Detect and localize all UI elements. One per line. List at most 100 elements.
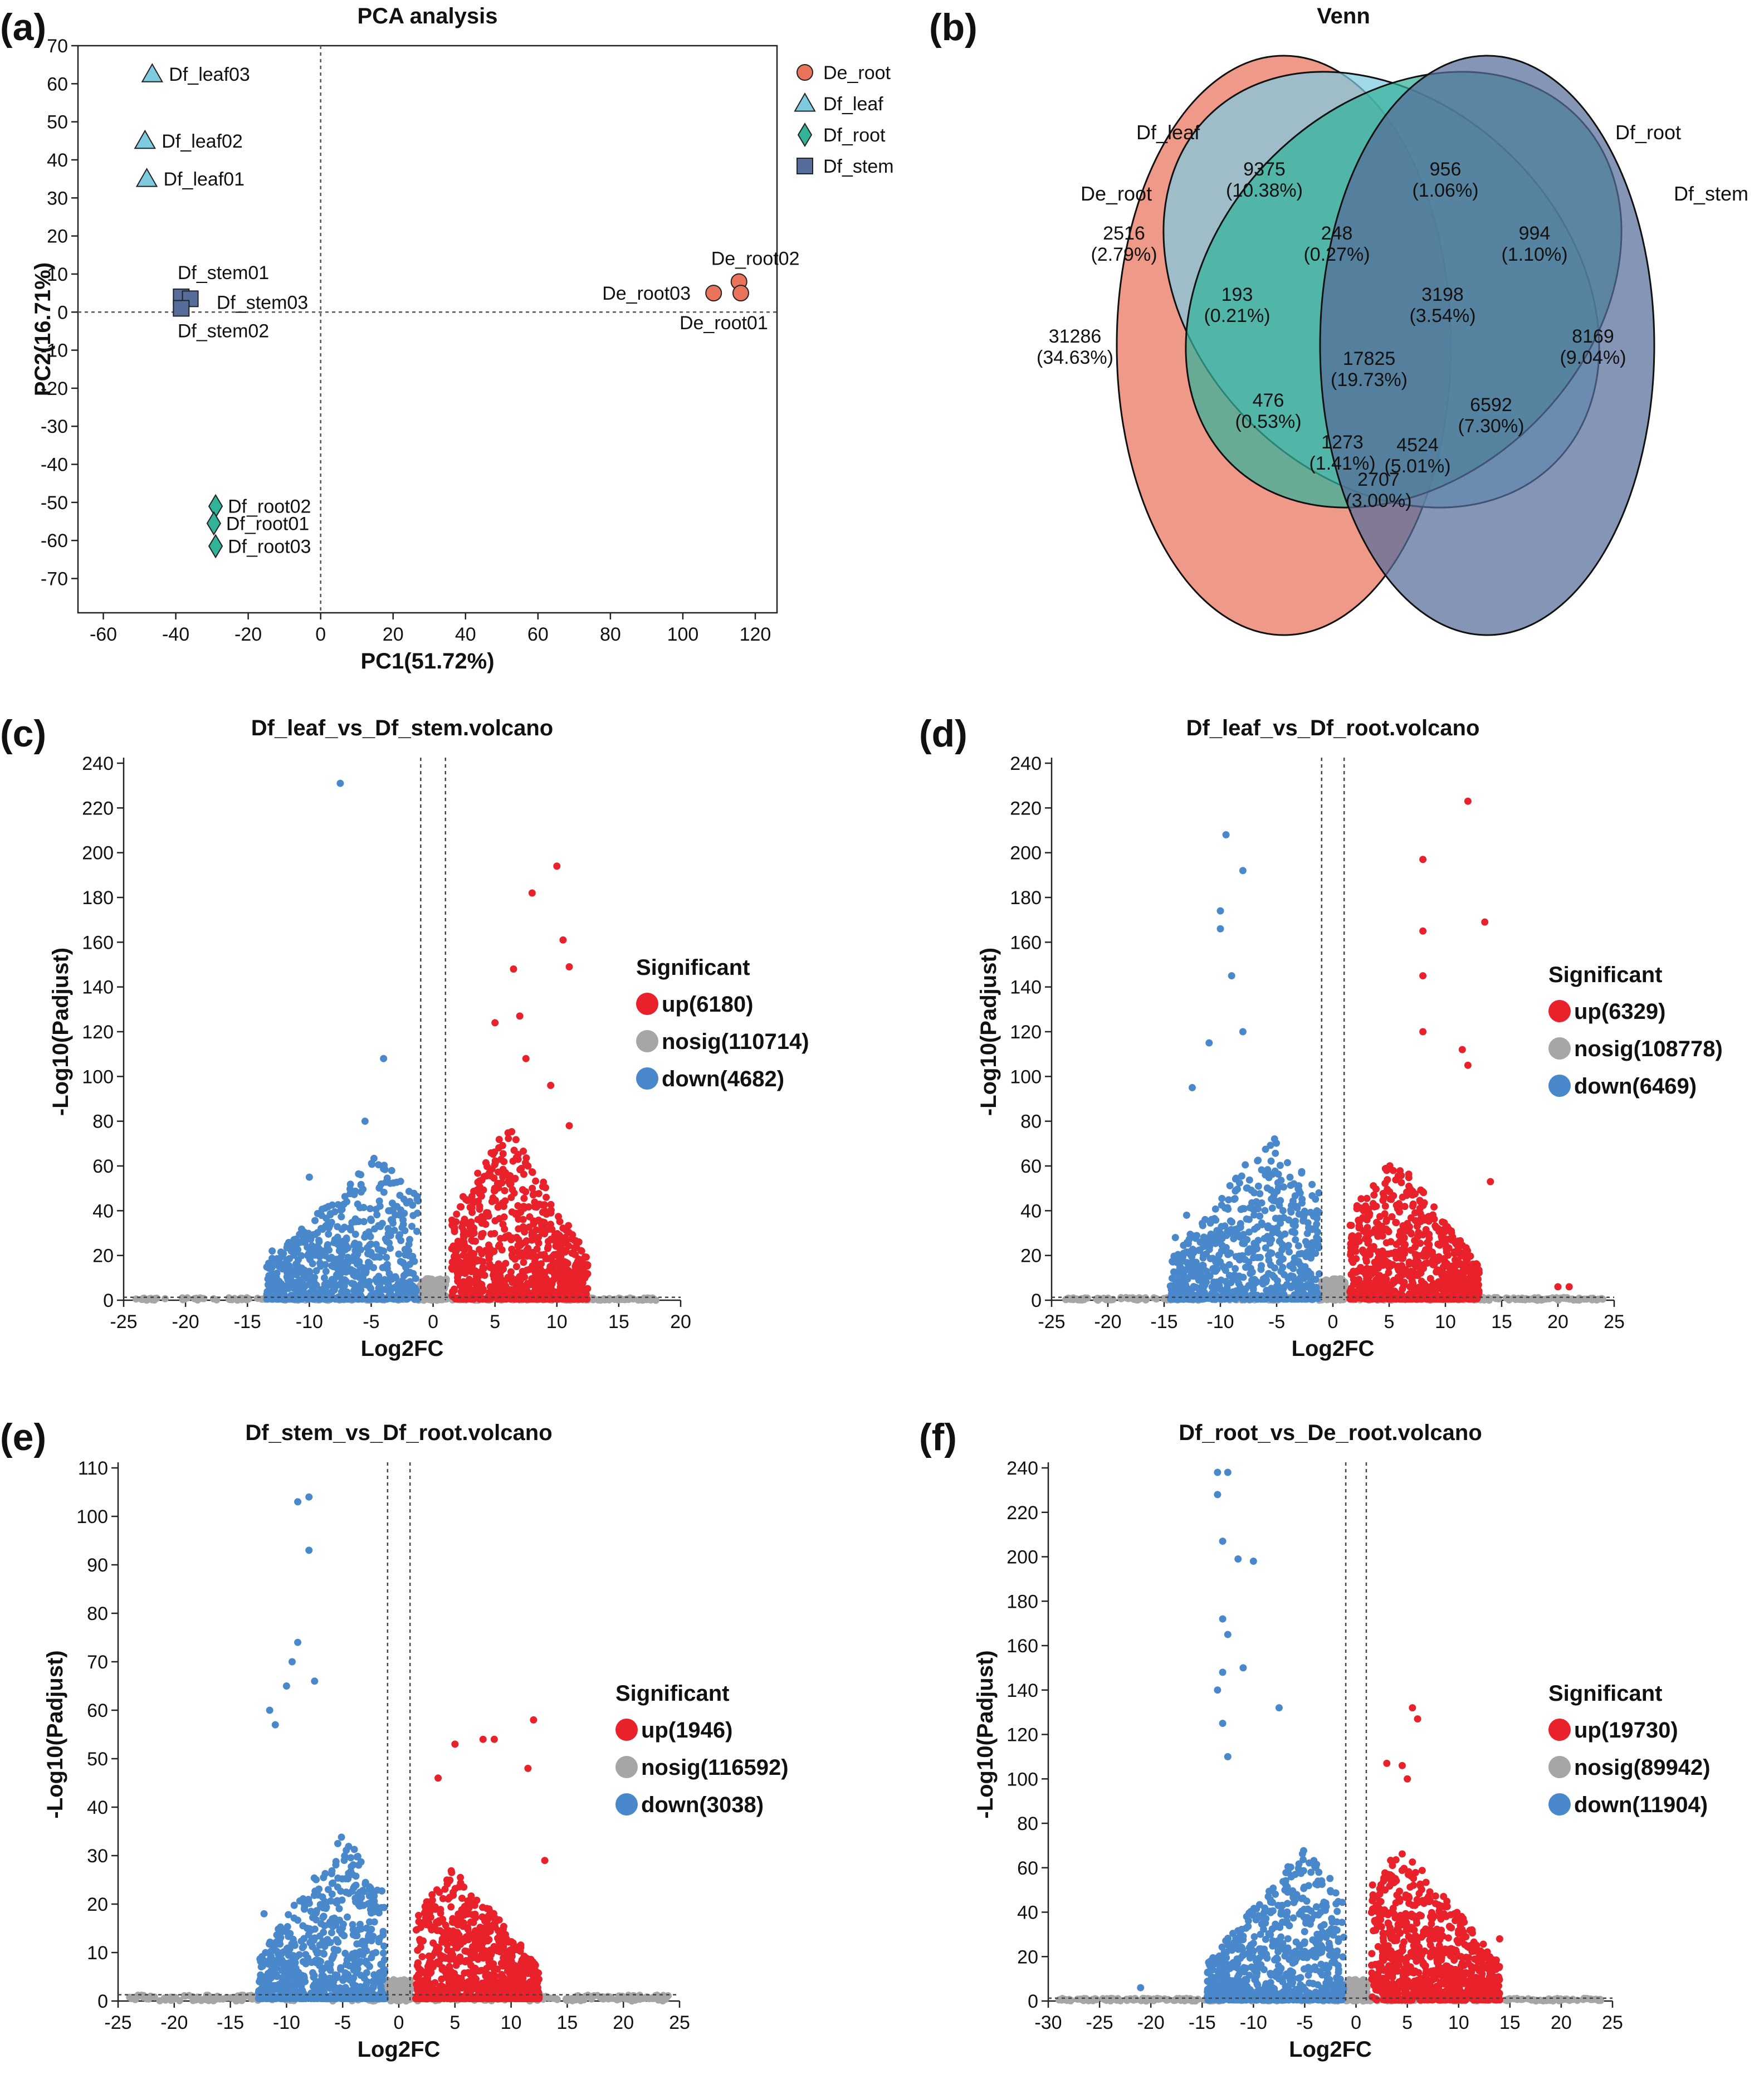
volcano_d-up-point xyxy=(1410,1295,1418,1302)
volcano_c-down-point xyxy=(268,1270,276,1278)
volcano_c-up-point xyxy=(490,1284,498,1292)
volcano_d-up-point xyxy=(1457,1252,1465,1260)
volcano_c-legend-marker xyxy=(636,1030,658,1052)
volcano_c-up-point xyxy=(522,1238,530,1246)
volcano_d-down-point xyxy=(1238,1172,1245,1180)
volcano_d-nosig-point xyxy=(1318,1285,1326,1293)
volcano_c-nosig-point xyxy=(179,1294,187,1302)
volcano_d-down-point xyxy=(1239,1205,1247,1213)
volcano_d-down-point xyxy=(1226,1182,1234,1189)
volcano_c-down-point xyxy=(388,1295,395,1302)
volcano_c-up-point xyxy=(570,1289,578,1297)
volcano_c-down-point xyxy=(359,1275,367,1282)
volcano_c-up-point xyxy=(561,1276,569,1284)
pca-ytick-label: 10 xyxy=(47,264,68,285)
volcano_c-xtick-label: -25 xyxy=(110,1311,137,1333)
volcano_c-up-point xyxy=(522,1055,530,1062)
volcano_d-down-point xyxy=(1248,1187,1255,1194)
volcano_d-up-point xyxy=(1409,1202,1416,1210)
volcano_c-down-point xyxy=(271,1257,279,1265)
volcano_d-up-point xyxy=(1350,1268,1358,1276)
volcano_c-down-point xyxy=(405,1241,413,1248)
volcano_d-up-point xyxy=(1365,1237,1372,1245)
volcano_c-down-point xyxy=(309,1260,316,1267)
volcano_c-up-point xyxy=(544,1243,552,1251)
volcano_c-down-point xyxy=(285,1268,293,1276)
pca-point-label: Df_root01 xyxy=(226,513,309,534)
volcano_c-up-point xyxy=(522,1188,530,1195)
volcano_c-up-point xyxy=(486,1289,493,1296)
volcano_c-down-point xyxy=(334,1223,341,1231)
volcano_c-down-point xyxy=(324,1221,331,1228)
volcano_c-up-point xyxy=(547,1206,555,1214)
volcano_d-down-point xyxy=(1267,1141,1274,1149)
volcano_d-down-point xyxy=(1239,867,1247,875)
volcano_c-ytick-label: 20 xyxy=(92,1246,114,1267)
venn-set-label: Df_root xyxy=(1615,121,1681,144)
volcano_d-up-point xyxy=(1392,1295,1400,1303)
venn-region-percent: (10.38%) xyxy=(1226,180,1303,201)
volcano_d-down-point xyxy=(1171,1255,1179,1263)
volcano_c-up-point xyxy=(507,1268,515,1276)
volcano_d-down-point xyxy=(1239,1273,1247,1281)
volcano_c-down-point xyxy=(384,1224,392,1232)
volcano_d-down-point xyxy=(1276,1162,1284,1169)
pca-xtick-label: 120 xyxy=(740,624,771,645)
volcano_e-down-point xyxy=(333,1897,341,1905)
volcano_e-down-point xyxy=(284,1922,291,1930)
volcano_d-up-point xyxy=(1438,1232,1445,1240)
volcano_c-down-point xyxy=(305,1267,313,1275)
volcano_c-up-point xyxy=(500,1265,507,1273)
volcano_c-up-point xyxy=(578,1247,585,1255)
volcano_c-up-point xyxy=(540,1218,548,1226)
volcano_c-down-point xyxy=(361,1117,369,1125)
volcano_d-down-point xyxy=(1243,1215,1250,1223)
volcano_d-down-point xyxy=(1264,1224,1272,1232)
volcano_e-down-point xyxy=(338,1833,345,1841)
volcano_d-down-point xyxy=(1287,1208,1295,1216)
volcano_c-down-point xyxy=(311,1251,319,1259)
volcano_d-ytick-label: 80 xyxy=(1020,1111,1042,1133)
volcano_c-down-point xyxy=(357,1246,365,1253)
volcano_d-nosig-point xyxy=(1125,1295,1132,1302)
volcano_c-down-point xyxy=(410,1189,418,1197)
volcano_d-down-point xyxy=(1294,1185,1302,1193)
volcano_c-up-point xyxy=(509,1253,516,1261)
volcano_d-down-point xyxy=(1250,1276,1258,1284)
volcano_e-down-point xyxy=(334,1839,341,1847)
venn-region-percent: (2.79%) xyxy=(1091,244,1157,265)
volcano_c-down-point xyxy=(380,1055,388,1062)
volcano_c-down-point xyxy=(278,1295,286,1303)
volcano_d-down-point xyxy=(1250,1211,1258,1219)
volcano_c-up-point xyxy=(454,1237,462,1245)
volcano_d-down-point xyxy=(1201,1266,1209,1274)
volcano_d-down-point xyxy=(1230,1235,1238,1243)
volcano_c-down-point xyxy=(403,1199,411,1207)
volcano_c-up-point xyxy=(486,1245,494,1252)
volcano_d-down-point xyxy=(1272,1214,1279,1222)
volcano_d-ytick-label: 180 xyxy=(1010,887,1042,909)
volcano_c-up-point xyxy=(487,1149,495,1156)
pca-point-label: Df_root03 xyxy=(228,536,311,557)
volcano_d-down-point xyxy=(1211,1205,1219,1213)
volcano_d-down-point xyxy=(1208,1216,1215,1223)
volcano_d-down-point xyxy=(1268,1204,1276,1212)
panel-label-c: (c) xyxy=(0,713,46,755)
volcano_d-up-point xyxy=(1415,1217,1423,1224)
volcano_c-up-point xyxy=(495,1168,502,1176)
volcano_c-down-point xyxy=(316,1259,324,1267)
volcano_c-down-point xyxy=(333,1258,341,1266)
volcano_d-xtick-label: -5 xyxy=(1268,1311,1285,1333)
volcano_c-down-point xyxy=(385,1207,393,1214)
volcano_c-ytick-label: 60 xyxy=(92,1156,114,1177)
volcano_d-down-point xyxy=(1258,1199,1265,1207)
volcano_c-down-point xyxy=(298,1231,306,1239)
volcano_c-up-point xyxy=(514,1202,522,1209)
volcano_c-up-point xyxy=(561,1258,569,1266)
volcano_c-nosig-point xyxy=(231,1295,238,1302)
volcano_c-up-point xyxy=(559,1224,567,1232)
volcano_d-up-point xyxy=(1392,1202,1400,1209)
volcano_d-up-point xyxy=(1384,1176,1391,1184)
volcano_e-nosig-point xyxy=(248,1995,256,2003)
volcano_c-down-point xyxy=(408,1222,416,1230)
